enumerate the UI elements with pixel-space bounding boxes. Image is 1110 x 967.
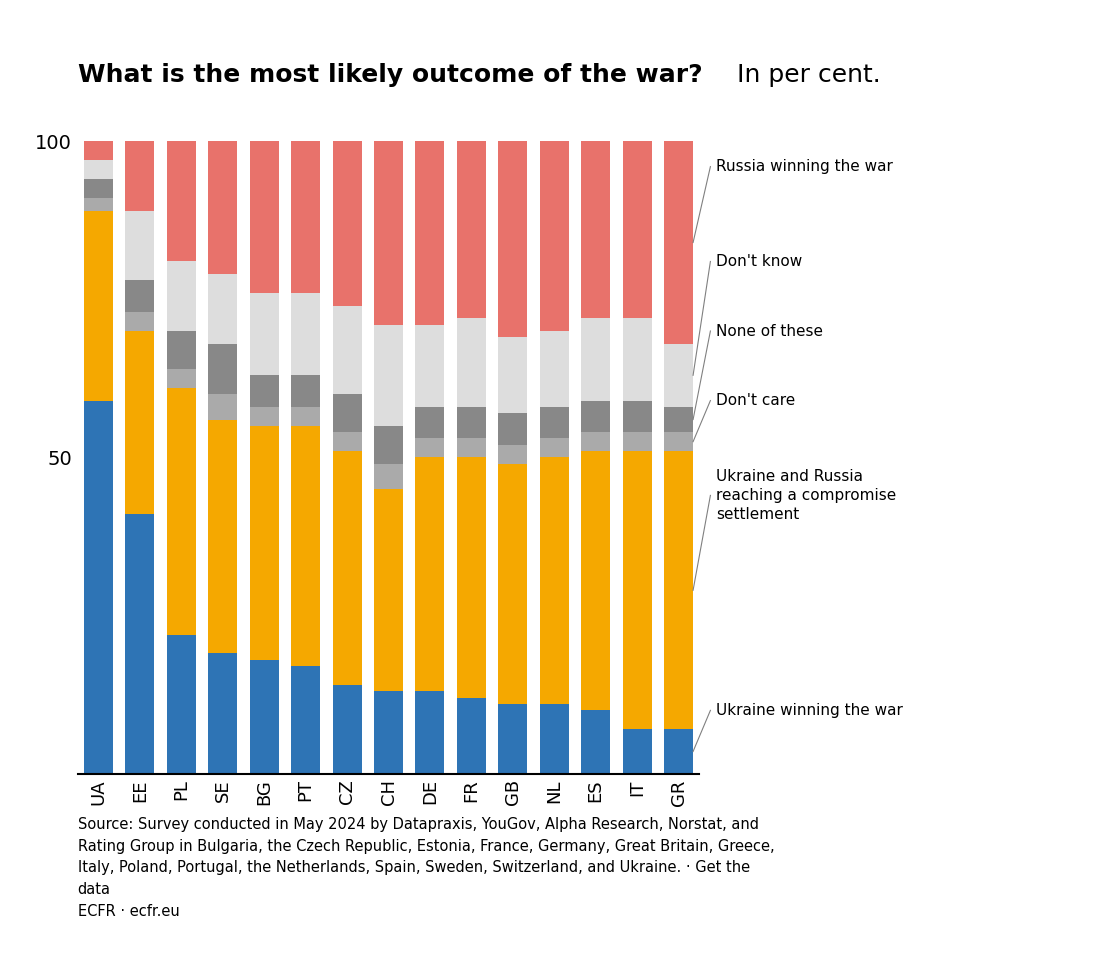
Bar <box>209 654 238 774</box>
Text: Don't know: Don't know <box>716 254 803 269</box>
Bar <box>374 691 403 774</box>
Bar <box>664 141 693 343</box>
Bar <box>125 331 154 514</box>
Bar <box>333 395 362 432</box>
Bar <box>125 141 154 211</box>
Bar <box>582 141 610 318</box>
Bar <box>664 343 693 407</box>
Bar <box>457 407 486 438</box>
Bar <box>457 438 486 457</box>
Bar <box>291 375 320 407</box>
Bar <box>539 438 568 457</box>
Bar <box>250 293 279 375</box>
Bar <box>333 432 362 452</box>
Text: Russia winning the war: Russia winning the war <box>716 160 892 174</box>
Bar <box>374 325 403 425</box>
Bar <box>664 729 693 774</box>
Bar <box>209 420 238 654</box>
Bar <box>125 514 154 774</box>
Bar <box>84 179 113 198</box>
Bar <box>84 161 113 179</box>
Bar <box>415 325 444 407</box>
Bar <box>415 407 444 438</box>
Bar <box>415 691 444 774</box>
Bar <box>333 306 362 395</box>
Bar <box>125 312 154 331</box>
Bar <box>457 698 486 774</box>
Bar <box>125 211 154 280</box>
Bar <box>664 432 693 452</box>
Bar <box>582 711 610 774</box>
Bar <box>374 464 403 489</box>
Bar <box>582 318 610 400</box>
Bar <box>166 388 195 634</box>
Bar <box>291 293 320 375</box>
Bar <box>539 331 568 407</box>
Bar <box>166 331 195 369</box>
Bar <box>209 274 238 343</box>
Bar <box>209 141 238 274</box>
Bar <box>166 634 195 774</box>
Bar <box>250 375 279 407</box>
Bar <box>539 457 568 704</box>
Bar <box>498 141 527 337</box>
Bar <box>84 198 113 211</box>
Bar <box>166 261 195 331</box>
Bar <box>664 452 693 729</box>
Bar <box>582 400 610 432</box>
Bar <box>250 659 279 774</box>
Bar <box>457 457 486 698</box>
Bar <box>333 685 362 774</box>
Bar <box>498 704 527 774</box>
Bar <box>166 369 195 388</box>
Bar <box>539 407 568 438</box>
Bar <box>374 425 403 464</box>
Bar <box>582 452 610 711</box>
Bar <box>333 141 362 306</box>
Bar <box>664 407 693 432</box>
Bar <box>457 318 486 407</box>
Bar <box>209 395 238 420</box>
Bar <box>291 141 320 293</box>
Text: None of these: None of these <box>716 324 823 338</box>
Bar <box>333 452 362 685</box>
Bar <box>291 425 320 666</box>
Bar <box>374 489 403 691</box>
Bar <box>539 704 568 774</box>
Bar <box>623 318 652 400</box>
Bar <box>166 141 195 261</box>
Text: What is the most likely outcome of the war?: What is the most likely outcome of the w… <box>78 63 703 87</box>
Bar <box>291 407 320 425</box>
Bar <box>623 729 652 774</box>
Bar <box>623 141 652 318</box>
Bar <box>374 141 403 325</box>
Bar <box>84 141 113 161</box>
Bar <box>582 432 610 452</box>
Bar <box>84 211 113 400</box>
Bar <box>250 141 279 293</box>
Bar <box>250 407 279 425</box>
Bar <box>539 141 568 331</box>
Bar <box>415 438 444 457</box>
Bar <box>623 432 652 452</box>
Text: Source: Survey conducted in May 2024 by Datapraxis, YouGov, Alpha Research, Nors: Source: Survey conducted in May 2024 by … <box>78 817 775 919</box>
Text: Don't care: Don't care <box>716 393 795 408</box>
Bar <box>457 141 486 318</box>
Text: In per cent.: In per cent. <box>729 63 881 87</box>
Bar <box>125 280 154 312</box>
Bar <box>250 425 279 659</box>
Text: Ukraine winning the war: Ukraine winning the war <box>716 703 902 718</box>
Bar <box>498 413 527 445</box>
Text: Ukraine and Russia
reaching a compromise
settlement: Ukraine and Russia reaching a compromise… <box>716 469 896 521</box>
Bar <box>498 445 527 464</box>
Bar <box>84 400 113 774</box>
Bar <box>498 464 527 704</box>
Bar <box>291 666 320 774</box>
Bar <box>209 343 238 395</box>
Bar <box>415 457 444 691</box>
Bar <box>415 141 444 325</box>
Bar <box>623 452 652 729</box>
Bar <box>623 400 652 432</box>
Bar <box>498 337 527 413</box>
